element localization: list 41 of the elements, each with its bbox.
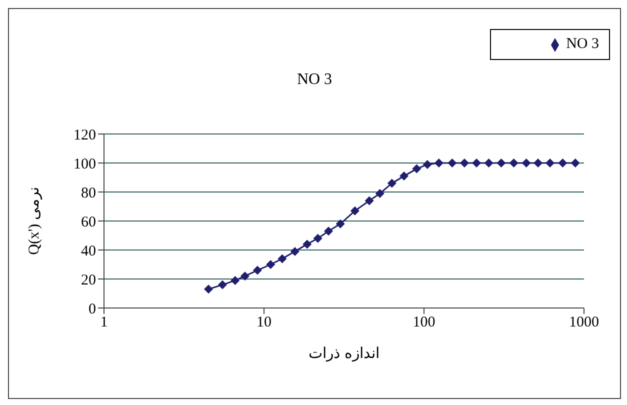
x-tick-label: 10 [256,314,272,331]
y-tick-label: 60 [81,214,96,230]
y-tick-label: 40 [81,243,96,260]
point [400,172,409,181]
point [545,158,554,168]
point [460,158,469,168]
point [484,158,494,168]
point [422,160,432,169]
point [266,260,276,269]
point [570,158,580,168]
y-tick-label: 80 [81,185,96,202]
point [252,266,262,275]
point [522,158,531,168]
x-tick-label: 100 [412,314,436,331]
point [496,158,506,168]
point [412,164,422,174]
y-tick-label: 0 [88,301,96,318]
point [472,158,482,168]
point [204,284,214,294]
x-tick-label: 1000 [569,314,599,331]
point [240,272,250,281]
point [313,234,322,243]
point [448,158,457,168]
point [278,254,287,264]
y-axis-title: Q(x') نرمی [26,187,42,255]
point [558,158,568,168]
point [509,158,518,168]
point [290,246,300,256]
point [218,280,227,290]
point [387,178,396,188]
x-tick-label: 1 [100,314,108,331]
point [534,158,543,168]
point [375,188,384,198]
point [302,240,312,249]
y-tick-label: 100 [74,156,96,172]
x-axis-title: اندازه ذرات [308,346,380,362]
y-tick-label: 20 [81,272,96,288]
chart-title: NO 3 [296,71,334,89]
point [350,206,360,216]
y-tick-label: 120 [74,127,96,144]
legend-label: NO 3 [566,36,599,52]
